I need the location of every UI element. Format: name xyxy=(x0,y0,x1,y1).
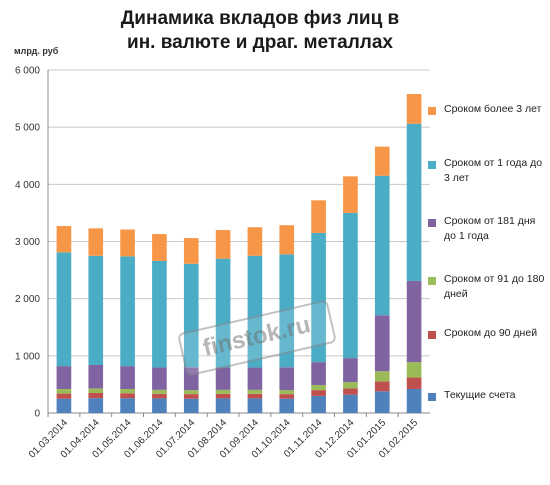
legend-label: Сроком от 1 года до 3 лет xyxy=(444,157,543,184)
chart-title-line-1: Динамика вкладов физ лиц в xyxy=(120,8,400,29)
bar-segment-2 xyxy=(343,388,358,395)
bar-segment-3 xyxy=(88,388,104,393)
bar-segment-6 xyxy=(120,229,135,257)
bar-segment-4 xyxy=(406,280,422,363)
bar-segment-4 xyxy=(279,367,295,391)
bar-segment-3 xyxy=(215,389,231,394)
bar-segment-3 xyxy=(120,388,135,394)
bar-segment-3 xyxy=(406,362,422,378)
bar-segment-1 xyxy=(88,398,104,413)
legend-swatch xyxy=(428,107,436,115)
bar-segment-6 xyxy=(183,238,199,264)
bar-segment-3 xyxy=(343,382,358,389)
bar-segment-1 xyxy=(183,398,199,413)
bar-segment-5 xyxy=(406,123,422,281)
bar-segment-2 xyxy=(56,393,72,399)
legend-swatch xyxy=(428,393,436,401)
bar-segment-5 xyxy=(311,232,326,363)
bar-segment-5 xyxy=(120,256,135,367)
bar-segment-5 xyxy=(183,263,199,368)
bar-segment-4 xyxy=(215,367,231,390)
bar-segment-6 xyxy=(215,230,231,259)
y-tick-label: 1 000 xyxy=(15,351,40,362)
bar-segment-6 xyxy=(152,234,167,261)
bar-segment-2 xyxy=(88,392,104,399)
legend-swatch xyxy=(428,277,436,285)
bar-segment-3 xyxy=(247,389,263,394)
bar-segment-4 xyxy=(311,362,326,385)
bar-segment-1 xyxy=(56,398,72,413)
bar-segment-6 xyxy=(279,225,295,255)
bar-segment-5 xyxy=(56,252,72,367)
bar-segment-3 xyxy=(279,390,295,395)
bar-segment-6 xyxy=(247,227,263,256)
bar-segment-2 xyxy=(120,393,135,399)
legend-swatch xyxy=(428,219,436,227)
bar-segment-5 xyxy=(343,212,358,359)
bar-segment-4 xyxy=(247,367,263,390)
bar-segment-2 xyxy=(279,394,295,399)
bar-segment-4 xyxy=(88,364,104,389)
bar-segment-2 xyxy=(247,393,263,399)
y-tick-label: 4 000 xyxy=(15,180,40,191)
bar-segment-2 xyxy=(215,393,231,399)
bar-segment-6 xyxy=(56,226,72,253)
bar-segment-5 xyxy=(374,175,390,316)
bar-segment-4 xyxy=(374,315,390,372)
bar-segment-1 xyxy=(279,398,295,413)
bar-segment-5 xyxy=(88,255,104,365)
bar-segment-3 xyxy=(152,389,167,394)
bar-segment-3 xyxy=(183,390,199,395)
bar-segment-1 xyxy=(120,398,135,413)
bar-segment-6 xyxy=(406,94,422,124)
legend-label: Текущие счета xyxy=(444,389,516,401)
y-tick-label: 2 000 xyxy=(15,294,40,305)
bar-segment-1 xyxy=(374,391,390,413)
bar-segment-3 xyxy=(311,384,326,391)
bar-segment-5 xyxy=(279,254,295,368)
bar-segment-6 xyxy=(88,228,104,256)
bar-segment-4 xyxy=(183,367,199,391)
y-tick-label: 5 000 xyxy=(15,123,40,134)
bar-segment-3 xyxy=(374,371,390,382)
y-axis-unit-label: млрд. руб xyxy=(14,46,59,56)
legend-label: Сроком более 3 лет xyxy=(444,103,542,115)
bar-segment-2 xyxy=(406,377,422,389)
legend-swatch xyxy=(428,161,436,169)
bar-segment-1 xyxy=(152,398,167,413)
bar-segment-5 xyxy=(247,255,263,368)
bar-segment-6 xyxy=(374,146,390,176)
bar-segment-6 xyxy=(343,176,358,213)
bar-segment-4 xyxy=(343,358,358,383)
bar-segment-5 xyxy=(152,260,167,368)
legend-label: Сроком до 90 дней xyxy=(444,327,538,339)
legend-swatch xyxy=(428,331,436,339)
legend-label: Сроком от 91 до 180 дней xyxy=(444,273,545,300)
y-tick-label: 3 000 xyxy=(15,237,40,248)
bar-segment-1 xyxy=(215,398,231,413)
bar-segment-4 xyxy=(152,367,167,390)
bar-segment-6 xyxy=(311,200,326,233)
chart-title-line-2: ин. валюте и драг. металлах xyxy=(127,32,393,53)
bar-segment-1 xyxy=(247,398,263,413)
bar-segment-1 xyxy=(343,394,358,413)
bar-segment-4 xyxy=(56,366,72,389)
bar-segment-1 xyxy=(406,388,422,413)
bar-segment-5 xyxy=(215,258,231,368)
y-tick-label: 0 xyxy=(34,409,40,420)
bar-segment-2 xyxy=(183,394,199,399)
legend-label: Сроком от 181 дня до 1 года xyxy=(444,215,536,242)
bar-segment-2 xyxy=(311,390,326,396)
bar-segment-2 xyxy=(152,393,167,399)
bar-segment-4 xyxy=(120,366,135,389)
bar-segment-2 xyxy=(374,381,390,392)
bar-segment-3 xyxy=(56,388,72,394)
bar-segment-1 xyxy=(311,395,326,413)
y-tick-label: 6 000 xyxy=(15,66,40,77)
